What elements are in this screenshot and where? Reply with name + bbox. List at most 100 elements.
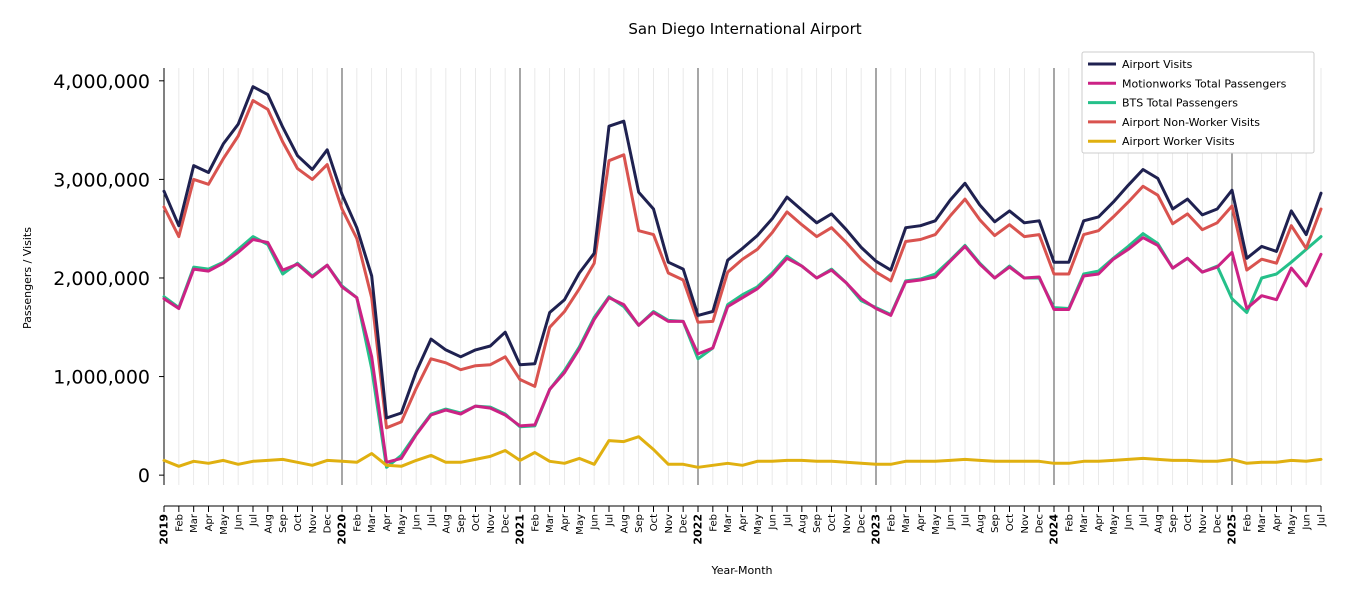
x-tick-label-month: Dec: [679, 514, 690, 533]
x-tick-label-month: Sep: [1168, 514, 1179, 533]
x-tick-label-month: Feb: [352, 514, 363, 532]
series-line-airport-worker-visits: [162, 435, 1323, 469]
y-tick-label: 2,000,000: [53, 268, 150, 290]
x-tick-label-month: Mar: [189, 513, 200, 533]
series-lines: [162, 85, 1323, 469]
x-tick-label-month: Jun: [1124, 514, 1135, 531]
x-tick-label-month: Nov: [842, 514, 853, 534]
x-tick-label-month: Aug: [1153, 514, 1164, 534]
x-tick-label-month: Aug: [975, 514, 986, 534]
x-tick-label-month: Oct: [471, 514, 482, 531]
x-tick-label-month: Jul: [783, 514, 794, 527]
x-tick-label-month: Apr: [738, 513, 749, 531]
x-tick-label-month: Oct: [1183, 514, 1194, 531]
x-tick-label-month: Feb: [174, 514, 185, 532]
x-axis: 2019 Feb Mar Apr May Jun Jul Aug Sep Oct Nov Dec 202…: [158, 505, 1328, 545]
x-tick-label-month: Mar: [723, 513, 734, 533]
x-tick-label-month: Feb: [1064, 514, 1075, 532]
x-tick-label-month: May: [575, 514, 586, 535]
x-tick-label-month: May: [1287, 514, 1298, 535]
x-tick-label-month: Dec: [857, 514, 868, 533]
year-separators: [163, 68, 1233, 485]
x-tick-label-month: Mar: [1257, 513, 1268, 533]
x-tick-label-year: 2023: [870, 514, 883, 545]
x-tick-label-month: Nov: [486, 514, 497, 534]
x-tick-label-month: Oct: [649, 514, 660, 531]
x-tick-label-month: Feb: [708, 514, 719, 532]
legend: Airport Visits Motionworks Total Passenge…: [1081, 51, 1315, 154]
x-tick-label-month: Sep: [634, 514, 645, 533]
x-tick-label-month: Jul: [249, 514, 260, 527]
x-tick-label-month: Jul: [961, 514, 972, 527]
legend-label: Motionworks Total Passengers: [1122, 77, 1287, 90]
x-tick-label-month: Aug: [619, 514, 630, 534]
x-tick-label-month: May: [753, 514, 764, 535]
x-tick-label-month: Feb: [530, 514, 541, 532]
chart-title: San Diego International Airport: [628, 20, 861, 38]
series-line-airport-non-worker-visits: [162, 99, 1323, 430]
legend-frame: [1081, 51, 1315, 154]
x-tick-label-month: Mar: [1079, 513, 1090, 533]
y-tick-label: 0: [138, 465, 150, 487]
x-tick-label-month: Apr: [560, 513, 571, 531]
x-tick-label-month: Jun: [946, 514, 957, 531]
x-tick-label-month: Aug: [797, 514, 808, 534]
x-tick-label-month: Oct: [293, 514, 304, 531]
x-tick-label-month: Jun: [768, 514, 779, 531]
x-tick-label-month: Mar: [545, 513, 556, 533]
x-tick-label-month: Dec: [323, 514, 334, 533]
x-tick-label-month: Dec: [1213, 514, 1224, 533]
y-tick-label: 1,000,000: [53, 367, 150, 389]
x-tick-label-month: Jul: [1317, 514, 1328, 527]
x-tick-label-month: Dec: [501, 514, 512, 533]
x-tick-label-month: Sep: [990, 514, 1001, 533]
legend-label: Airport Worker Visits: [1122, 135, 1235, 148]
series-line-motionworks-total-passengers: [162, 236, 1323, 464]
x-tick-label-month: Aug: [263, 514, 274, 534]
x-tick-label-year: 2024: [1048, 514, 1061, 545]
x-tick-label-month: Oct: [827, 514, 838, 531]
y-tick-label: 3,000,000: [53, 169, 150, 191]
x-tick-label-month: Apr: [916, 513, 927, 531]
x-tick-label-month: Jul: [427, 514, 438, 527]
x-tick-label-month: Jun: [590, 514, 601, 531]
x-tick-label-month: Nov: [1198, 514, 1209, 534]
x-tick-label-month: Jun: [412, 514, 423, 531]
x-tick-label-month: Feb: [886, 514, 897, 532]
x-tick-label-month: Jun: [234, 514, 245, 531]
x-tick-label-month: May: [397, 514, 408, 535]
y-axis-label: Passengers / Visits: [21, 227, 34, 329]
x-tick-label-month: Dec: [1035, 514, 1046, 533]
x-tick-label-month: Nov: [308, 514, 319, 534]
x-tick-label-month: Oct: [1005, 514, 1016, 531]
x-tick-label-month: Sep: [456, 514, 467, 533]
x-tick-label-year: 2025: [1226, 514, 1239, 545]
x-tick-label-month: May: [931, 514, 942, 535]
x-tick-label-month: Jul: [605, 514, 616, 527]
x-tick-label-year: 2019: [158, 514, 171, 545]
x-tick-label-month: Sep: [812, 514, 823, 533]
y-tick-label: 4,000,000: [53, 71, 150, 93]
x-tick-label-year: 2021: [514, 514, 527, 545]
x-tick-label-month: Jul: [1139, 514, 1150, 527]
x-tick-label-month: Apr: [204, 513, 215, 531]
x-tick-label-month: Mar: [367, 513, 378, 533]
legend-label: Airport Visits: [1122, 58, 1193, 71]
x-tick-label-month: Nov: [664, 514, 675, 534]
legend-label: Airport Non-Worker Visits: [1122, 116, 1260, 129]
x-tick-label-month: May: [1109, 514, 1120, 535]
x-tick-label-year: 2022: [692, 514, 705, 545]
x-tick-label-month: Sep: [278, 514, 289, 533]
x-tick-label-month: Feb: [1242, 514, 1253, 532]
x-tick-label-month: Apr: [1094, 513, 1105, 531]
x-tick-label-month: May: [219, 514, 230, 535]
series-line-airport-visits: [162, 85, 1323, 420]
legend-label: BTS Total Passengers: [1122, 97, 1238, 110]
x-tick-label-month: Nov: [1020, 514, 1031, 534]
x-tick-label-month: Jun: [1302, 514, 1313, 531]
y-axis: 0 1,000,000 2,000,000 3,000,000 4,000,000: [53, 68, 165, 487]
x-tick-label-month: Aug: [441, 514, 452, 534]
x-tick-label-month: Apr: [1272, 513, 1283, 531]
x-tick-label-year: 2020: [336, 514, 349, 545]
